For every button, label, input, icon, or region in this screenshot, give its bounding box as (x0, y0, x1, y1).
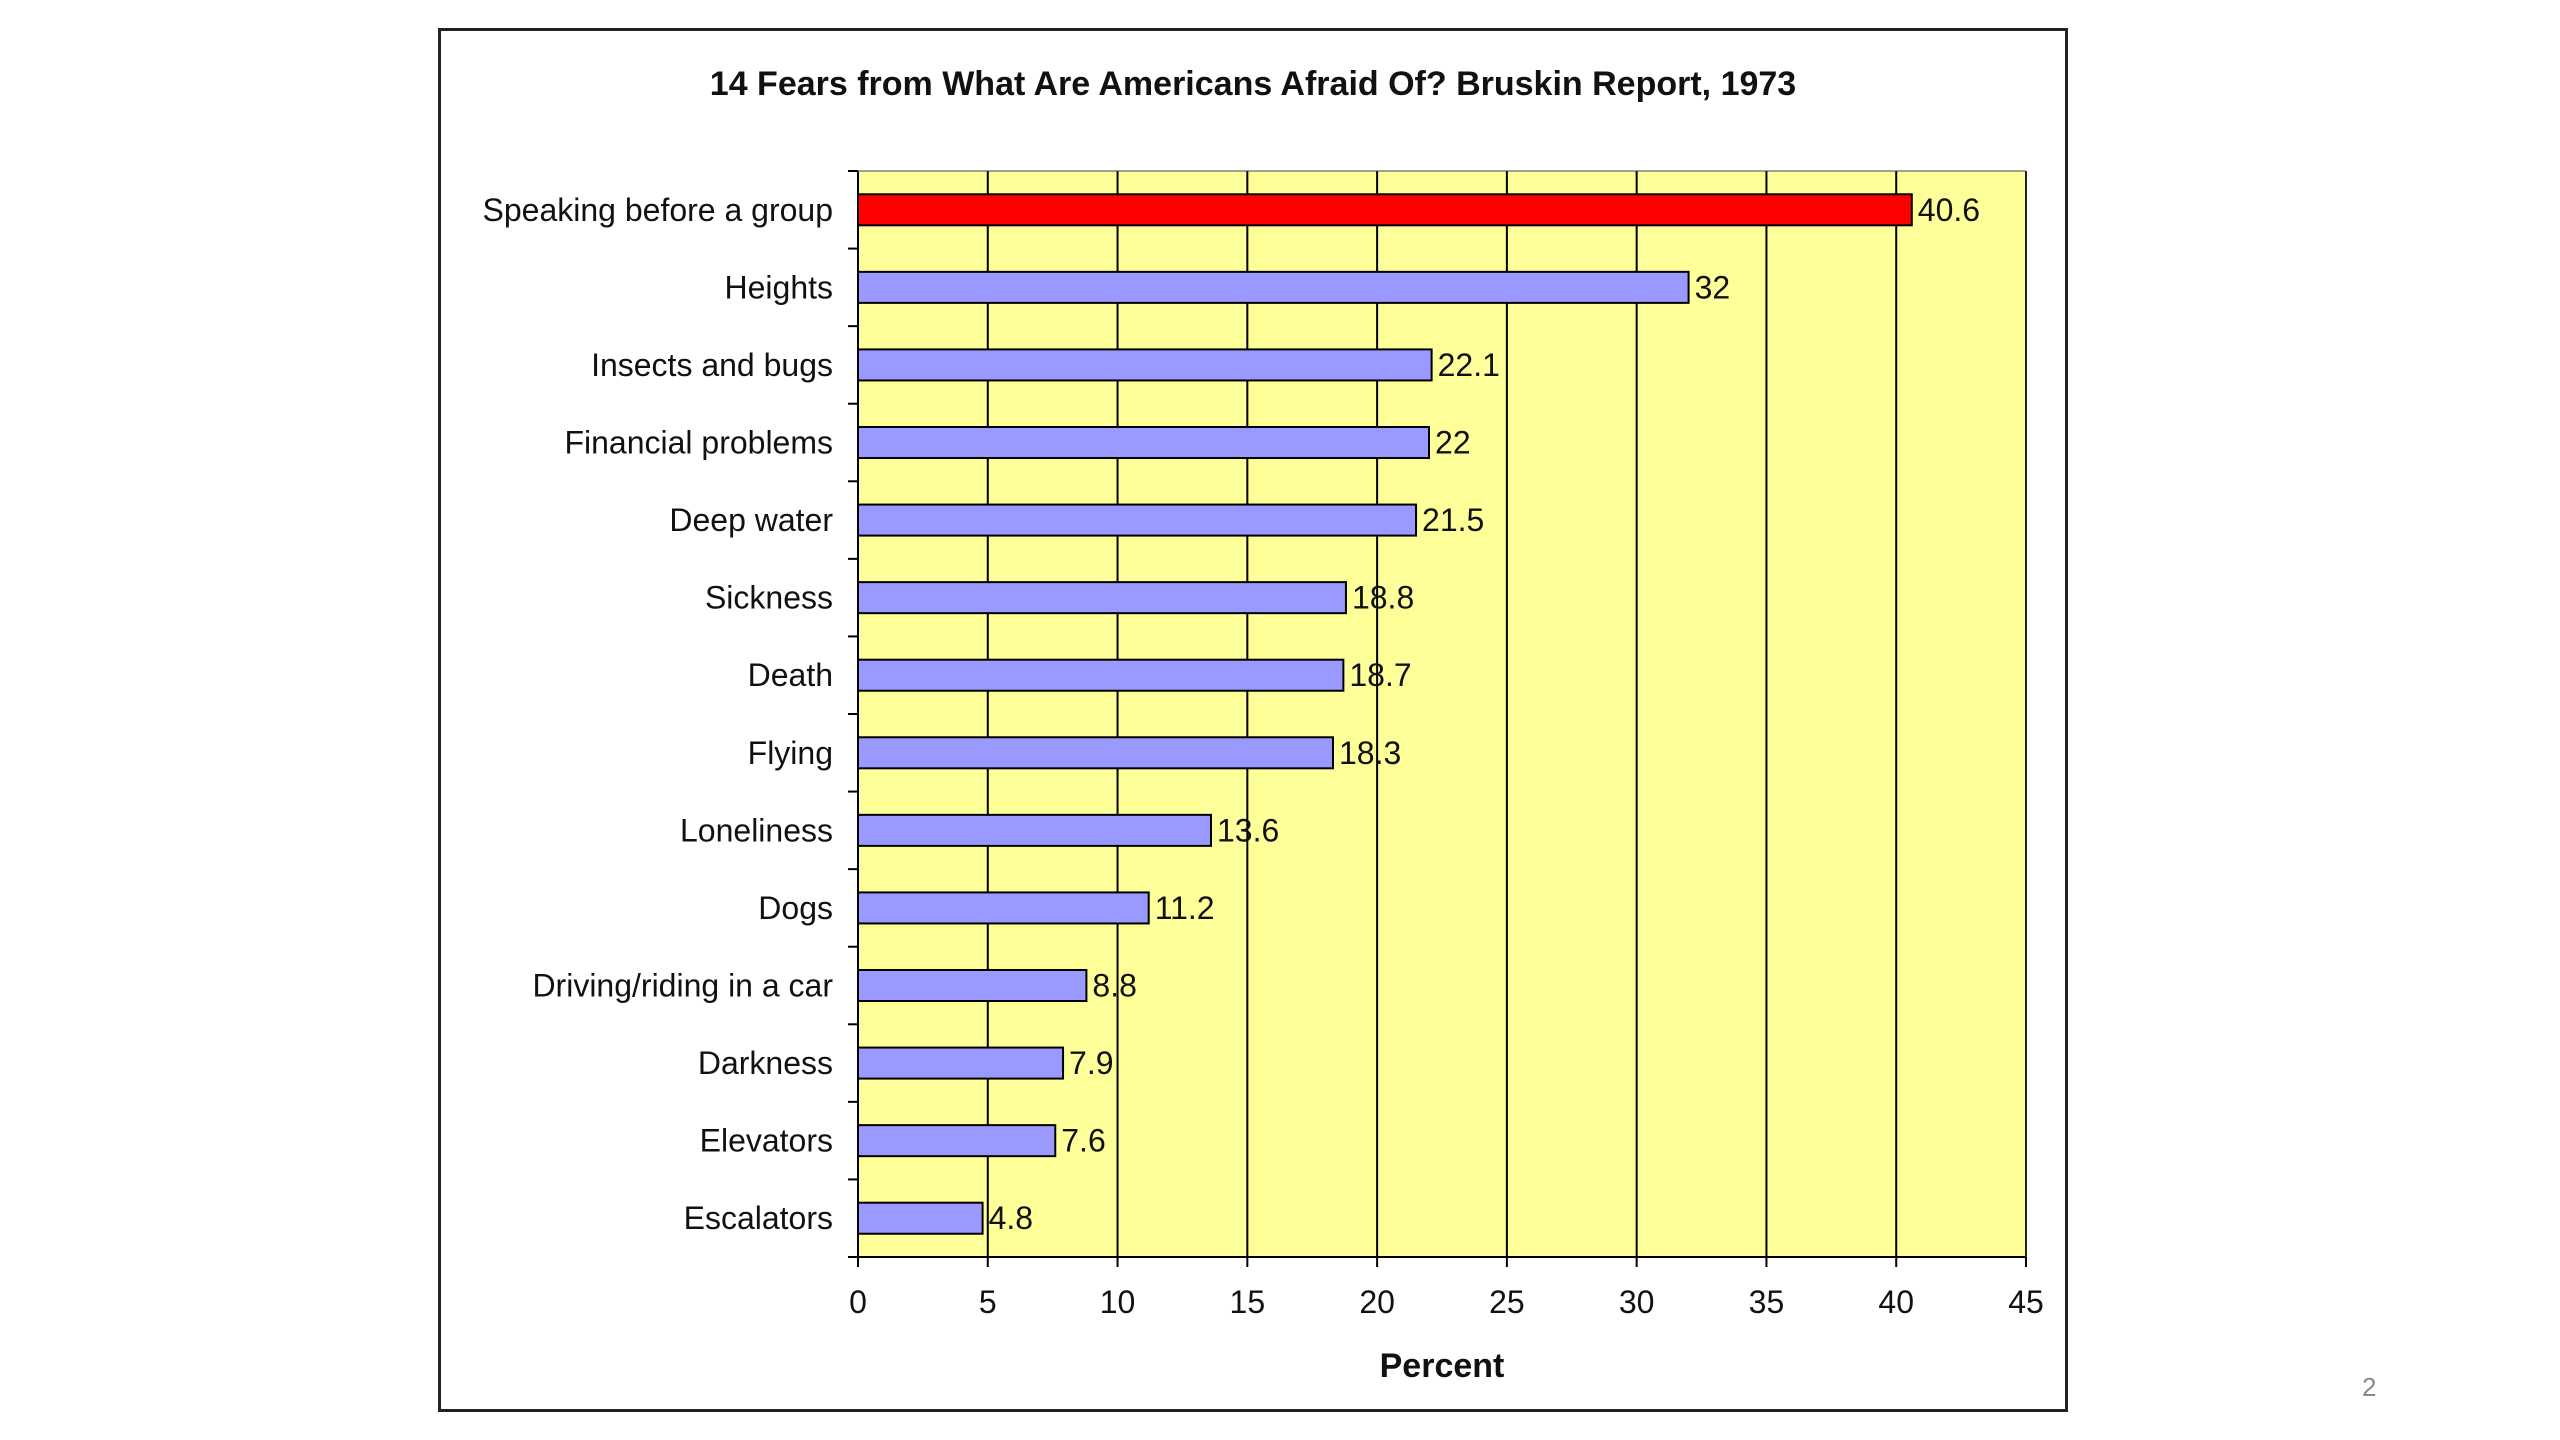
bar (857, 968, 1088, 1003)
x-tick-label: 35 (1749, 1284, 1785, 1320)
bar-chart: 14 Fears from What Are Americans Afraid … (483, 65, 2044, 1385)
chart-frame: 14 Fears from What Are Americans Afraid … (438, 28, 2068, 1412)
x-tick-label: 30 (1619, 1284, 1655, 1320)
category-label: Speaking before a group (483, 192, 833, 228)
bar (857, 581, 1347, 615)
category-label: Driving/riding in a car (532, 968, 833, 1004)
category-label: Darkness (698, 1045, 833, 1081)
data-labels: 40.6 32 22.1 22 21.5 18.8 18.7 18.3 13.6 11.2 8.8 7… (989, 192, 1980, 1236)
bar (857, 1201, 984, 1235)
bar (857, 270, 1690, 304)
category-label: Dogs (758, 890, 833, 926)
data-label: 21.5 (1422, 502, 1484, 538)
category-label: Financial problems (564, 425, 833, 461)
bar (857, 658, 1345, 692)
bar (857, 736, 1334, 770)
plot-area (858, 171, 2026, 1257)
category-label: Sickness (705, 580, 833, 616)
category-labels: Speaking before a group Heights Insects an… (483, 192, 834, 1236)
data-label: 11.2 (1155, 890, 1215, 926)
chart-title: 14 Fears from What Are Americans Afraid … (710, 65, 1796, 103)
x-tick-label: 10 (1100, 1284, 1136, 1320)
category-label: Insects and bugs (591, 347, 833, 383)
bar (857, 1124, 1057, 1158)
data-label: 32 (1695, 269, 1731, 305)
data-label: 13.6 (1217, 812, 1279, 848)
category-label: Heights (725, 269, 834, 305)
x-tick-label: 20 (1359, 1284, 1395, 1320)
bar (857, 891, 1150, 925)
bar (857, 1046, 1065, 1080)
x-ticks: 0 5 10 15 20 25 30 35 40 45 (849, 1257, 2044, 1320)
category-label: Elevators (700, 1123, 833, 1159)
bar (857, 348, 1433, 382)
bar (857, 425, 1431, 460)
page-number: 2 (2362, 1372, 2377, 1402)
x-tick-label: 0 (849, 1284, 867, 1320)
x-axis-title: Percent (1380, 1347, 1505, 1385)
data-label: 18.8 (1352, 580, 1414, 616)
data-label: 18.7 (1349, 657, 1411, 693)
x-tick-label: 40 (1878, 1284, 1914, 1320)
bar (857, 813, 1212, 847)
data-label: 18.3 (1339, 735, 1401, 771)
data-label: 7.6 (1061, 1123, 1105, 1159)
data-label: 22 (1435, 425, 1471, 461)
x-tick-label: 25 (1489, 1284, 1525, 1320)
data-label: 8.8 (1092, 968, 1136, 1004)
category-label: Escalators (684, 1200, 833, 1236)
data-label: 40.6 (1918, 192, 1980, 228)
axes (848, 170, 2027, 1258)
x-tick-label: 45 (2008, 1284, 2044, 1320)
bar (857, 193, 1913, 227)
category-label: Loneliness (680, 812, 833, 848)
x-tick-label: 5 (979, 1284, 997, 1320)
category-label: Deep water (669, 502, 833, 538)
x-tick-label: 15 (1230, 1284, 1266, 1320)
category-label: Death (748, 657, 833, 693)
category-label: Flying (748, 735, 833, 771)
bar (857, 503, 1418, 537)
data-label: 22.1 (1438, 347, 1500, 383)
data-label: 4.8 (989, 1200, 1033, 1236)
bars (857, 193, 1913, 1235)
data-label: 7.9 (1069, 1045, 1113, 1081)
